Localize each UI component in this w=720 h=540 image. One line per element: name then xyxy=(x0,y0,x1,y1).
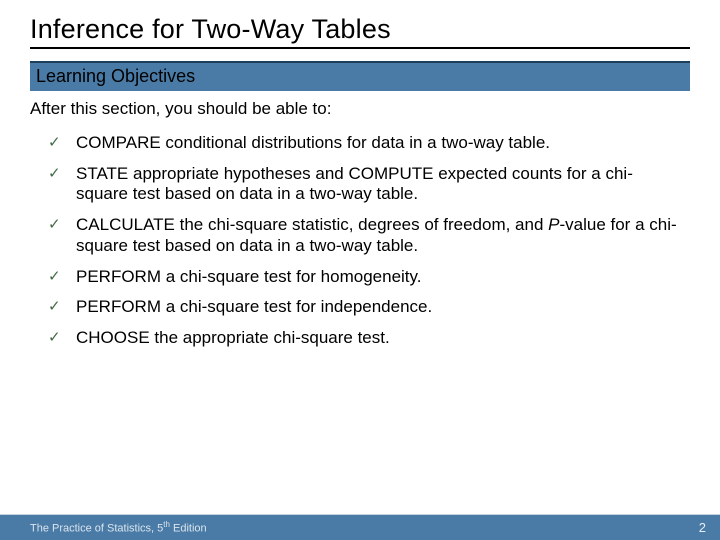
objective-text: COMPARE conditional distributions for da… xyxy=(76,133,550,152)
objective-text: PERFORM a chi-square test for independen… xyxy=(76,297,432,316)
footer-bar: The Practice of Statistics, 5th Edition … xyxy=(0,514,720,540)
list-item: ✓ PERFORM a chi-square test for homogene… xyxy=(48,267,682,288)
objective-italic: P xyxy=(548,215,559,234)
list-item: ✓ STATE appropriate hypotheses and COMPU… xyxy=(48,164,682,205)
title-underline: Inference for Two-Way Tables xyxy=(30,14,690,49)
objective-text: STATE appropriate hypotheses and COMPUTE… xyxy=(76,164,633,204)
footer-suffix: Edition xyxy=(170,523,207,535)
list-item: ✓ COMPARE conditional distributions for … xyxy=(48,133,682,154)
subtitle-bar: Learning Objectives xyxy=(30,61,690,91)
page-number: 2 xyxy=(699,520,706,535)
footer-prefix: The Practice of Statistics, 5 xyxy=(30,523,163,535)
slide-container: Inference for Two-Way Tables Learning Ob… xyxy=(0,0,720,540)
footer-sup: th xyxy=(163,520,170,529)
list-item: ✓ CHOOSE the appropriate chi-square test… xyxy=(48,328,682,349)
objective-prefix: CALCULATE the chi-square statistic, degr… xyxy=(76,215,548,234)
subtitle-text: Learning Objectives xyxy=(36,66,684,87)
check-icon: ✓ xyxy=(48,329,61,347)
objectives-list: ✓ COMPARE conditional distributions for … xyxy=(48,133,682,349)
list-item: ✓ PERFORM a chi-square test for independ… xyxy=(48,297,682,318)
check-icon: ✓ xyxy=(48,134,61,152)
objective-text: PERFORM a chi-square test for homogeneit… xyxy=(76,267,422,286)
footer-text: The Practice of Statistics, 5th Edition xyxy=(30,520,207,535)
list-item: ✓ CALCULATE the chi-square statistic, de… xyxy=(48,215,682,256)
check-icon: ✓ xyxy=(48,165,61,183)
intro-text: After this section, you should be able t… xyxy=(30,99,690,119)
slide-title: Inference for Two-Way Tables xyxy=(30,14,690,45)
title-region: Inference for Two-Way Tables xyxy=(0,0,720,53)
objective-text: CHOOSE the appropriate chi-square test. xyxy=(76,328,390,347)
objective-text: CALCULATE the chi-square statistic, degr… xyxy=(76,215,677,255)
check-icon: ✓ xyxy=(48,298,61,316)
check-icon: ✓ xyxy=(48,268,61,286)
check-icon: ✓ xyxy=(48,216,61,234)
